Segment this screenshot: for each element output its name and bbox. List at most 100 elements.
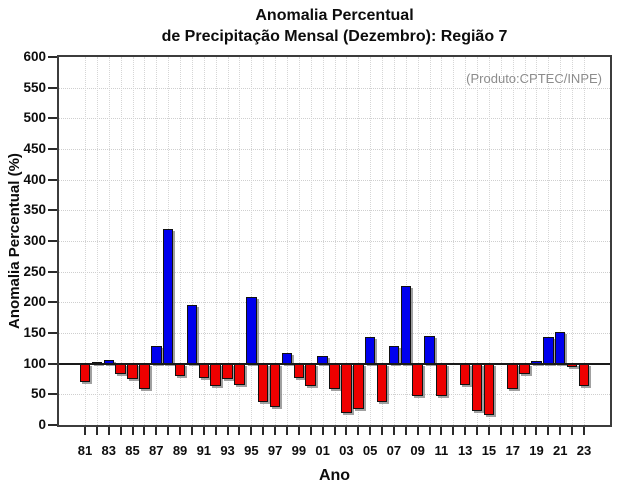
v-gridline	[286, 57, 288, 425]
anomaly-bar-90	[186, 304, 198, 364]
y-tick	[48, 393, 57, 396]
anomaly-bar-06	[376, 363, 388, 402]
y-tick-label: 150	[23, 325, 46, 340]
v-gridline	[263, 57, 265, 425]
x-tick-label: 91	[196, 443, 212, 458]
x-tick	[571, 427, 574, 435]
v-gridline	[120, 57, 122, 425]
x-tick-label: 87	[149, 443, 164, 458]
x-tick	[428, 427, 431, 435]
v-gridline	[465, 57, 467, 425]
v-gridline	[441, 57, 443, 425]
x-tick	[107, 427, 110, 435]
y-tick	[48, 270, 57, 273]
x-tick-label: 89	[172, 443, 188, 458]
v-gridline	[477, 57, 479, 425]
anomaly-bar-17	[507, 363, 518, 389]
x-tick-label: 99	[291, 443, 307, 458]
v-gridline	[239, 57, 241, 425]
x-tick	[547, 427, 550, 435]
y-tick	[48, 209, 57, 212]
v-gridline	[346, 57, 348, 425]
x-tick-label: 11	[434, 443, 449, 458]
anomaly-bar-81	[79, 363, 91, 383]
anomaly-bar-89	[174, 363, 186, 376]
x-tick-label: 15	[481, 443, 497, 458]
v-gridline	[215, 57, 217, 425]
v-gridline	[488, 57, 490, 425]
anomaly-bar-14	[471, 363, 483, 412]
anomaly-bar-93	[222, 363, 233, 379]
v-gridline	[203, 57, 205, 425]
x-tick	[262, 427, 265, 435]
v-gridline	[500, 57, 502, 425]
v-gridline	[393, 57, 395, 425]
x-tick-label: 81	[77, 443, 93, 458]
v-gridline	[358, 57, 360, 425]
anomaly-bar-87	[151, 346, 162, 364]
y-tick-label: 50	[30, 386, 46, 402]
y-tick	[48, 86, 57, 89]
x-tick	[250, 427, 253, 435]
x-tick-label: 01	[315, 443, 330, 458]
y-tick-label: 600	[23, 49, 46, 64]
x-tick	[179, 427, 182, 435]
v-gridline	[85, 57, 86, 425]
x-tick-label: 23	[576, 443, 592, 458]
v-gridline	[132, 57, 134, 425]
anomaly-bar-21	[554, 331, 566, 364]
anomaly-bar-03	[341, 363, 352, 413]
x-tick	[392, 427, 395, 435]
v-gridline	[108, 57, 110, 425]
y-tick	[48, 301, 57, 304]
v-gridline	[322, 57, 324, 425]
anomaly-bar-85	[127, 363, 138, 379]
x-tick-label: 95	[244, 443, 259, 458]
y-tick	[48, 240, 57, 242]
x-tick	[285, 427, 288, 435]
v-gridline	[298, 57, 300, 425]
anomaly-bar-09	[412, 363, 423, 396]
x-tick	[452, 427, 455, 435]
anomaly-bar-92	[210, 363, 221, 386]
x-tick	[155, 427, 158, 435]
x-tick	[357, 427, 360, 435]
x-tick-label: 85	[125, 443, 140, 458]
x-tick	[381, 427, 384, 435]
v-gridline	[453, 57, 455, 425]
x-tick	[238, 427, 241, 435]
x-tick-label: 03	[339, 443, 354, 458]
v-gridline	[144, 57, 146, 425]
anomaly-bar-07	[388, 346, 400, 364]
v-gridline	[560, 57, 562, 425]
v-gridline	[512, 57, 514, 425]
baseline-100	[59, 362, 610, 365]
x-tick	[345, 427, 348, 435]
anomaly-bar-05	[364, 337, 376, 364]
v-gridline	[180, 57, 182, 425]
anomaly-bar-91	[198, 363, 210, 378]
x-axis-title: Ano	[318, 467, 351, 484]
x-tick	[499, 427, 502, 435]
x-tick	[404, 427, 407, 435]
y-tick-label: 450	[23, 141, 46, 156]
v-gridline	[227, 57, 229, 425]
anomaly-bar-23	[578, 363, 590, 387]
x-tick	[95, 427, 98, 435]
y-tick	[48, 178, 57, 181]
v-gridline	[191, 57, 193, 425]
anomaly-bar-00	[305, 363, 316, 386]
x-tick	[131, 427, 134, 435]
x-tick-label: 13	[457, 443, 473, 458]
x-tick	[226, 427, 229, 435]
v-gridline	[405, 57, 407, 425]
x-tick-label: 83	[101, 443, 116, 458]
anomaly-bar-02	[329, 363, 340, 389]
y-tick	[48, 117, 57, 120]
x-tick-label: 21	[553, 443, 568, 458]
x-tick	[202, 427, 205, 435]
v-gridline	[382, 57, 384, 425]
anomaly-bar-04	[353, 363, 364, 410]
y-tick-label: 200	[23, 294, 46, 310]
